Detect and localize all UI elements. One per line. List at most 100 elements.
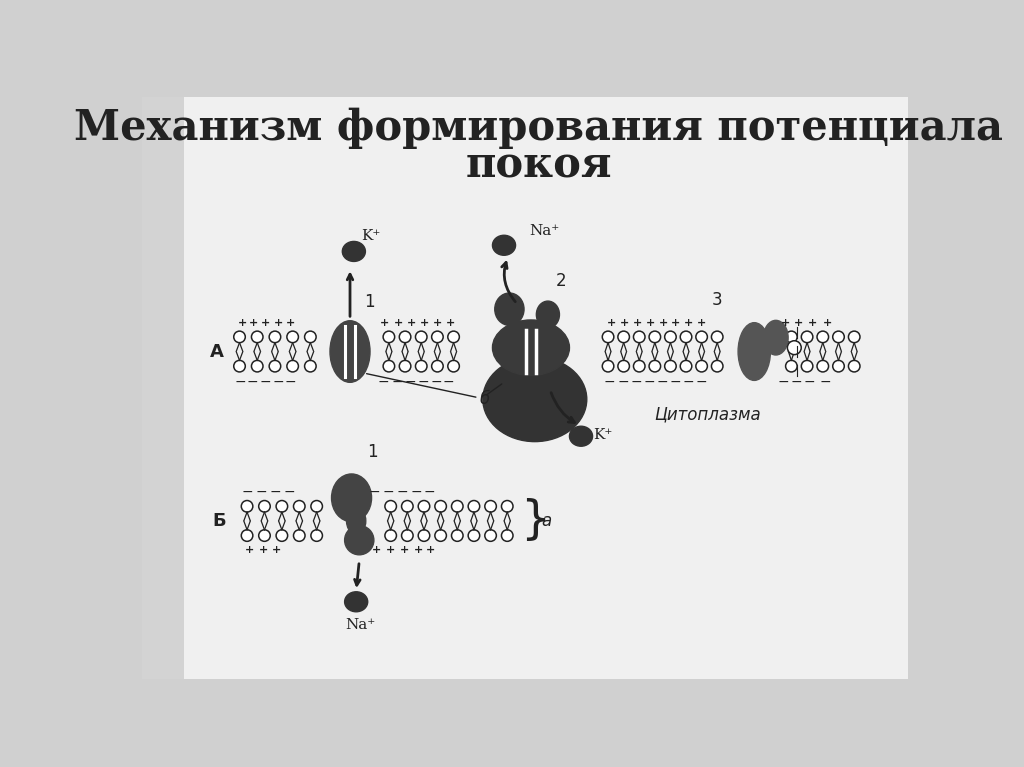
Text: +: + bbox=[414, 545, 423, 555]
Text: −: − bbox=[604, 375, 615, 390]
Circle shape bbox=[649, 360, 660, 372]
Circle shape bbox=[383, 360, 394, 372]
Text: −: − bbox=[284, 485, 295, 499]
Circle shape bbox=[418, 501, 430, 512]
Circle shape bbox=[269, 331, 281, 343]
Circle shape bbox=[294, 530, 305, 542]
Text: −: − bbox=[804, 375, 815, 390]
Text: +: + bbox=[646, 318, 655, 328]
Text: −: − bbox=[234, 375, 246, 390]
FancyBboxPatch shape bbox=[142, 97, 908, 679]
Text: −: − bbox=[259, 375, 271, 390]
Circle shape bbox=[276, 501, 288, 512]
Text: 1: 1 bbox=[367, 443, 378, 461]
Circle shape bbox=[399, 331, 411, 343]
Circle shape bbox=[447, 360, 460, 372]
Text: +: + bbox=[621, 318, 630, 328]
Circle shape bbox=[696, 360, 708, 372]
Circle shape bbox=[447, 331, 460, 343]
Circle shape bbox=[259, 501, 270, 512]
Circle shape bbox=[817, 331, 828, 343]
Text: −: − bbox=[411, 485, 422, 499]
Ellipse shape bbox=[493, 235, 515, 255]
Text: −: − bbox=[272, 375, 285, 390]
Text: +: + bbox=[807, 318, 816, 328]
Text: +: + bbox=[684, 318, 693, 328]
Circle shape bbox=[432, 331, 443, 343]
Circle shape bbox=[634, 360, 645, 372]
Text: +: + bbox=[780, 318, 790, 328]
Circle shape bbox=[696, 331, 708, 343]
Text: 1: 1 bbox=[364, 294, 375, 311]
Text: +: + bbox=[795, 318, 804, 328]
Text: −: − bbox=[396, 485, 409, 499]
Text: +: + bbox=[273, 318, 283, 328]
Text: −: − bbox=[819, 375, 830, 390]
Circle shape bbox=[649, 331, 660, 343]
Text: +: + bbox=[420, 318, 429, 328]
Text: +: + bbox=[286, 318, 295, 328]
Text: −: − bbox=[791, 375, 803, 390]
Ellipse shape bbox=[537, 301, 559, 328]
Ellipse shape bbox=[345, 525, 374, 555]
Text: +: + bbox=[272, 545, 282, 555]
Circle shape bbox=[833, 331, 844, 343]
Text: }: } bbox=[520, 499, 550, 544]
Circle shape bbox=[435, 530, 446, 542]
Text: +: + bbox=[261, 318, 270, 328]
Ellipse shape bbox=[346, 508, 366, 535]
Text: +: + bbox=[373, 545, 382, 555]
Circle shape bbox=[383, 331, 394, 343]
Text: −: − bbox=[430, 375, 442, 390]
Circle shape bbox=[712, 331, 723, 343]
Text: −: − bbox=[424, 485, 435, 499]
Ellipse shape bbox=[342, 242, 366, 262]
Circle shape bbox=[276, 530, 288, 542]
Circle shape bbox=[385, 530, 396, 542]
Circle shape bbox=[416, 360, 427, 372]
Circle shape bbox=[399, 360, 411, 372]
Circle shape bbox=[233, 331, 246, 343]
Circle shape bbox=[484, 530, 497, 542]
Text: +: + bbox=[658, 318, 668, 328]
Text: −: − bbox=[777, 375, 790, 390]
Circle shape bbox=[634, 331, 645, 343]
Text: +: + bbox=[386, 545, 395, 555]
Text: −: − bbox=[269, 485, 282, 499]
Text: −: − bbox=[695, 375, 707, 390]
Text: +: + bbox=[259, 545, 268, 555]
Circle shape bbox=[817, 360, 828, 372]
Text: +: + bbox=[823, 318, 833, 328]
Text: +: + bbox=[633, 318, 642, 328]
Text: +: + bbox=[432, 318, 441, 328]
Circle shape bbox=[602, 360, 613, 372]
Circle shape bbox=[849, 360, 860, 372]
Text: Механизм формирования потенциала: Механизм формирования потенциала bbox=[74, 107, 1004, 150]
Circle shape bbox=[304, 331, 316, 343]
Ellipse shape bbox=[332, 474, 372, 522]
Text: K⁺: K⁺ bbox=[361, 229, 381, 243]
Text: а: а bbox=[542, 512, 552, 530]
Circle shape bbox=[468, 530, 479, 542]
Text: −: − bbox=[369, 485, 381, 499]
Circle shape bbox=[252, 360, 263, 372]
Text: 2: 2 bbox=[556, 272, 566, 290]
Ellipse shape bbox=[569, 426, 593, 446]
Ellipse shape bbox=[764, 321, 788, 355]
Circle shape bbox=[712, 360, 723, 372]
Circle shape bbox=[385, 501, 396, 512]
Circle shape bbox=[432, 360, 443, 372]
Text: −: − bbox=[631, 375, 642, 390]
Text: +: + bbox=[607, 318, 616, 328]
Circle shape bbox=[802, 360, 813, 372]
Ellipse shape bbox=[738, 323, 770, 380]
Circle shape bbox=[452, 501, 463, 512]
Circle shape bbox=[242, 501, 253, 512]
Circle shape bbox=[401, 530, 413, 542]
Text: −: − bbox=[418, 375, 429, 390]
Circle shape bbox=[680, 331, 692, 343]
Text: −: − bbox=[247, 375, 258, 390]
Text: б: б bbox=[479, 390, 489, 408]
Circle shape bbox=[452, 530, 463, 542]
Text: +: + bbox=[246, 545, 255, 555]
